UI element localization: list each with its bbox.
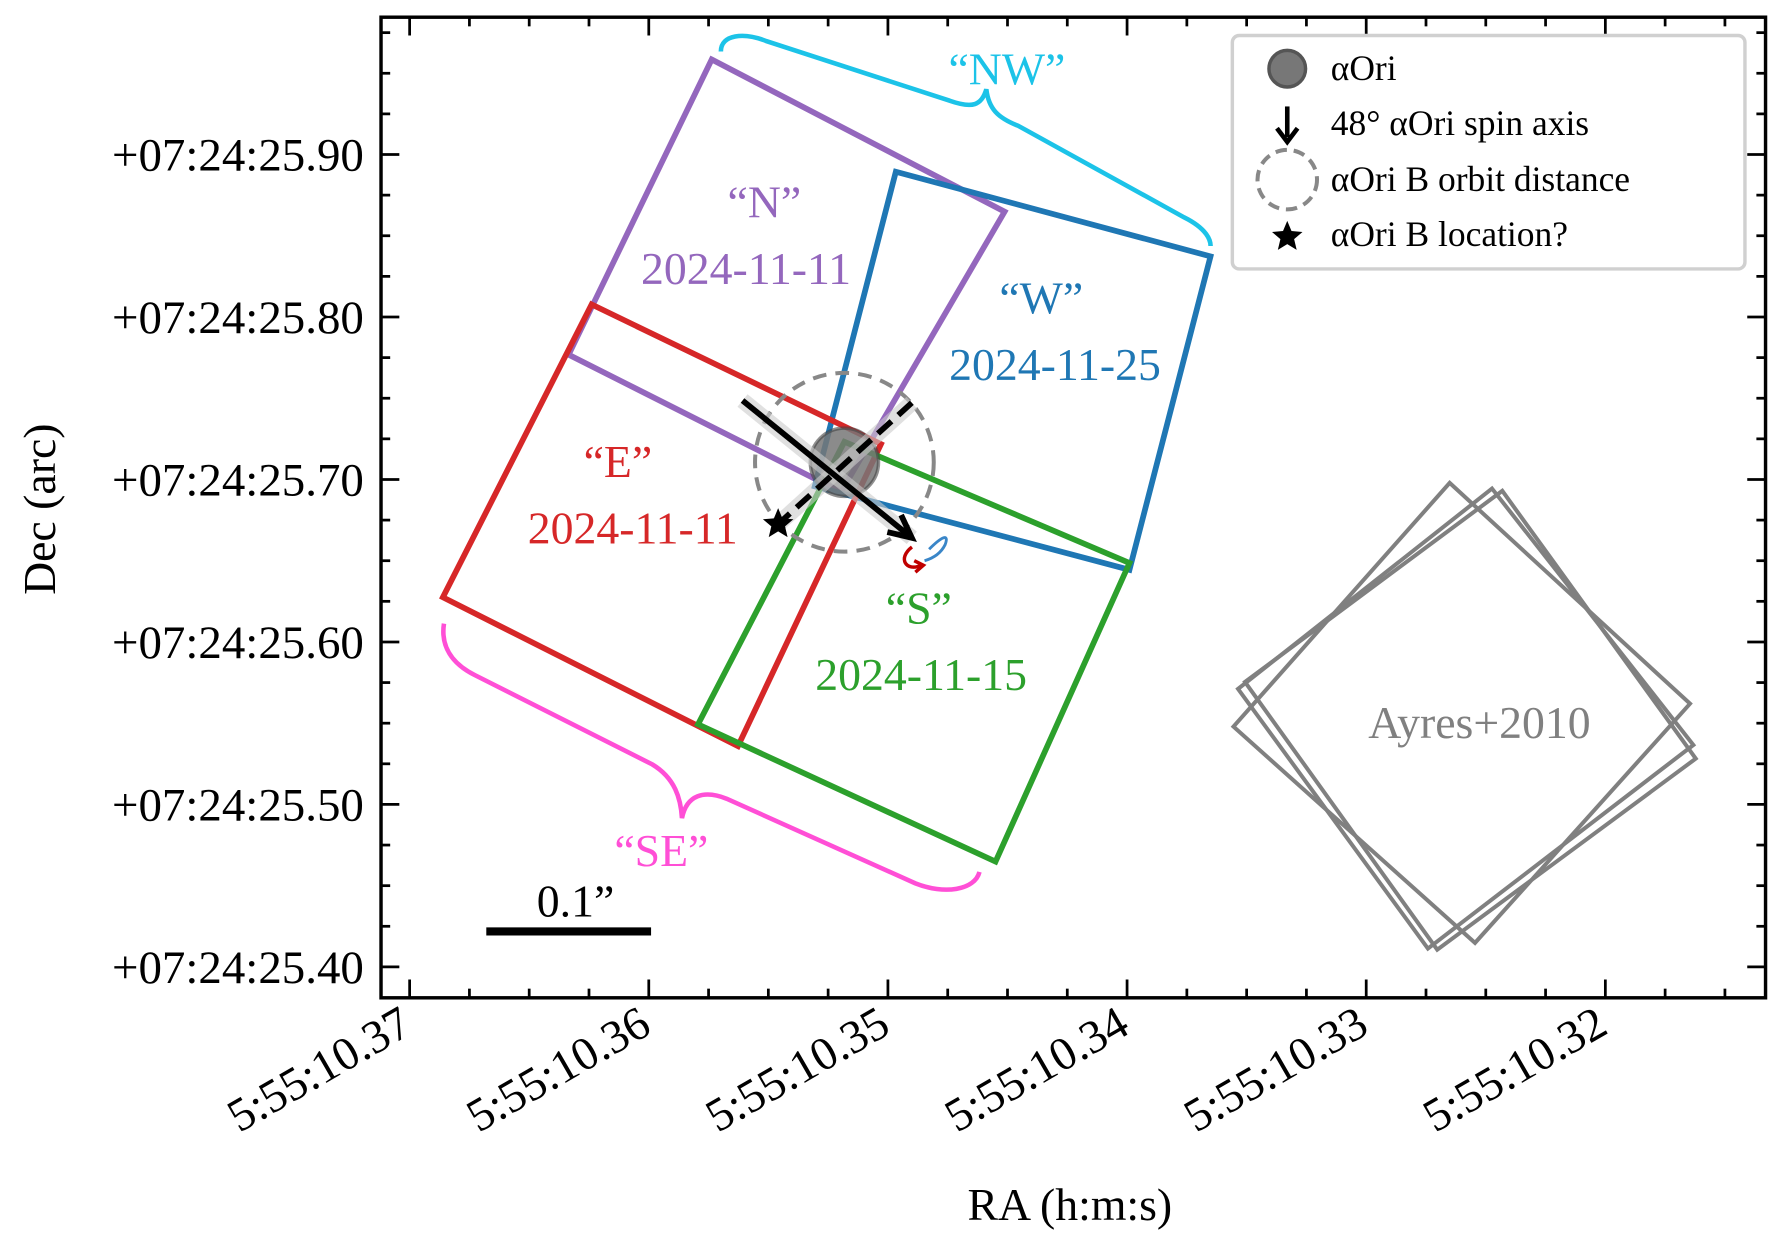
label-nw: “NW”: [949, 44, 1066, 95]
scale-bar-label: 0.1”: [537, 876, 615, 927]
label-w: “W”: [999, 273, 1083, 324]
legend-dashed-circle-icon: [1255, 147, 1320, 212]
y-tick-label: +07:24:25.60: [112, 617, 364, 669]
footprint-s: [694, 438, 1134, 866]
legend-label-0: αOri: [1331, 48, 1397, 88]
rotation-icon: [902, 536, 948, 574]
y-tick-label: +07:24:25.90: [112, 130, 364, 182]
legend-box: [1230, 33, 1747, 271]
orbit-distance-circle: [753, 370, 936, 554]
label-s: “S”: [886, 583, 952, 634]
y-tick-label: +07:24:25.50: [112, 779, 364, 831]
label-n: “N”: [728, 176, 802, 227]
label-e: “E”: [584, 436, 653, 487]
ayres-box: [1230, 480, 1693, 946]
ayres-boxes: [1230, 480, 1699, 953]
legend-alpha-ori-icon: [1267, 48, 1308, 89]
alpha-ori-center: [737, 370, 936, 554]
y-tick-label: +07:24:25.40: [112, 942, 364, 994]
plot-frame: [379, 15, 1768, 1000]
legend: αOri 48° αOri spin axis αOri B orbit dis…: [1230, 33, 1747, 271]
y-tick-label: +07:24:25.80: [112, 292, 364, 344]
legend-arrow-down-icon: [1275, 106, 1300, 146]
label-w-date: 2024-11-25: [949, 339, 1161, 390]
label-n-date: 2024-11-11: [641, 243, 851, 294]
legend-star-icon: [1272, 220, 1303, 250]
spin-axis-arrowhead: [886, 513, 917, 542]
nw-brace: [718, 33, 1213, 247]
ayres-box: [1242, 488, 1699, 953]
se-brace: [441, 623, 982, 892]
label-se: “SE”: [614, 825, 708, 876]
legend-label-2: αOri B orbit distance: [1331, 159, 1630, 199]
label-s-date: 2024-11-15: [815, 649, 1027, 700]
y-tick-label: +07:24:25.70: [112, 454, 364, 506]
label-e-date: 2024-11-11: [528, 503, 738, 554]
companion-direction-line: [776, 400, 914, 527]
y-axis-label: Dec (arc): [14, 424, 65, 595]
legend-label-3: αOri B location?: [1331, 214, 1568, 254]
legend-label-1: 48° αOri spin axis: [1331, 103, 1589, 143]
label-ayres: Ayres+2010: [1368, 697, 1590, 748]
x-axis-label: RA (h:m:s): [968, 1179, 1173, 1230]
alpha-ori-b-star-icon: [762, 508, 794, 538]
spin-axis-arrow: [740, 398, 914, 541]
